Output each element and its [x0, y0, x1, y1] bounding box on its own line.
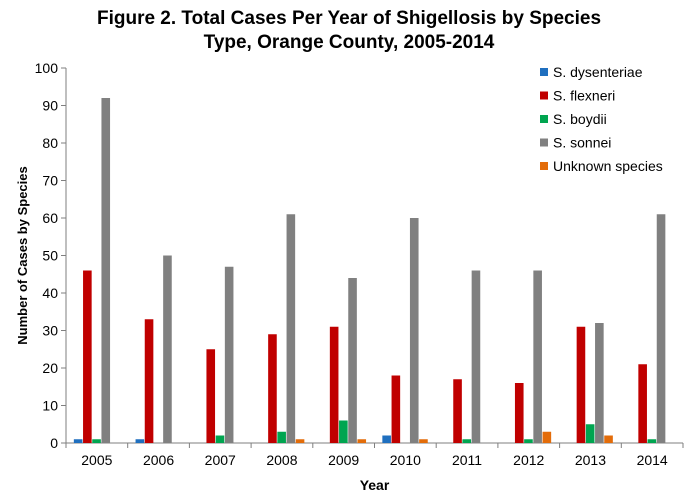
y-tick-label: 20	[42, 360, 58, 376]
legend: S. dysenteriae S. flexneri S. boydii S. son…	[540, 64, 663, 174]
x-tick-label: 2005	[81, 452, 112, 468]
legend-label: S. flexneri	[553, 88, 615, 104]
bar	[357, 439, 367, 443]
y-tick-label: 60	[42, 210, 58, 226]
bar	[542, 431, 552, 443]
x-tick-label: 2006	[143, 452, 174, 468]
bar	[524, 439, 533, 443]
bar	[339, 420, 348, 443]
bar	[206, 349, 216, 443]
y-tick-label: 0	[50, 435, 58, 451]
bar	[348, 278, 357, 443]
legend-label: S. sonnei	[553, 135, 611, 151]
chart-title-line-1: Figure 2. Total Cases Per Year of Shigel…	[96, 8, 602, 29]
y-tick-label: 50	[42, 248, 58, 264]
bar	[462, 439, 472, 443]
y-tick-label: 90	[42, 98, 58, 114]
x-tick-label: 2013	[575, 452, 606, 468]
y-tick-label: 10	[42, 398, 58, 414]
legend-swatch	[540, 91, 548, 100]
legend-label: S. boydii	[553, 111, 607, 127]
bar	[453, 379, 462, 443]
bar	[295, 439, 305, 443]
bar	[144, 319, 154, 443]
bar	[277, 431, 286, 443]
bar	[638, 364, 647, 443]
bar	[656, 214, 666, 443]
bar	[514, 383, 524, 443]
y-tick-label: 40	[42, 285, 58, 301]
bar	[73, 439, 83, 443]
legend-swatch	[540, 138, 548, 147]
x-tick-label: 2011	[452, 452, 482, 468]
bar	[419, 439, 428, 443]
y-axis-label: Number of Cases by Species	[15, 166, 30, 344]
legend-label: Unknown species	[553, 158, 663, 174]
legend-swatch	[540, 162, 548, 170]
bar	[286, 214, 296, 443]
legend-label: S. dysenteriae	[553, 64, 643, 80]
bar	[409, 218, 419, 443]
bar	[215, 435, 225, 443]
bar	[595, 323, 604, 443]
x-tick-label: 2009	[328, 452, 359, 468]
y-tick-label: 100	[35, 60, 59, 76]
bar	[224, 266, 234, 443]
legend-swatch	[540, 115, 548, 123]
bar	[647, 439, 657, 443]
bar	[92, 439, 101, 443]
bar	[329, 326, 339, 443]
x-tick-label: 2010	[390, 452, 421, 468]
bar	[576, 326, 586, 443]
bar	[533, 270, 542, 443]
bar	[83, 270, 92, 443]
bar	[604, 435, 613, 443]
x-axis-label: Year	[360, 477, 390, 493]
bar	[268, 334, 277, 443]
bar	[163, 255, 172, 443]
bar	[135, 439, 145, 443]
y-tick-label: 30	[42, 323, 58, 339]
x-tick-label: 2012	[513, 452, 544, 468]
bar	[391, 375, 401, 443]
bar	[471, 270, 481, 443]
x-tick-label: 2008	[266, 452, 297, 468]
bar	[101, 98, 111, 443]
chart-title-line-2: Type, Orange County, 2005-2014	[203, 32, 495, 53]
y-tick-label: 70	[42, 173, 58, 189]
x-tick-label: 2007	[205, 452, 236, 468]
y-tick-label: 80	[42, 135, 58, 151]
bar	[585, 424, 595, 443]
x-tick-label: 2014	[637, 452, 668, 468]
legend-swatch	[540, 68, 548, 76]
bar	[382, 435, 391, 443]
